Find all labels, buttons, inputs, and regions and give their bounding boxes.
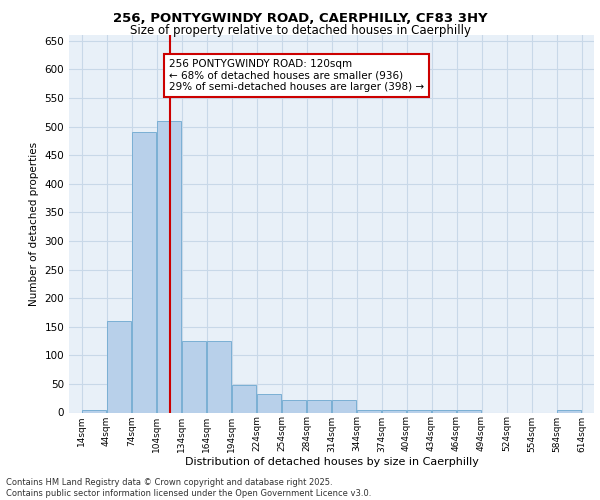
Text: Contains HM Land Registry data © Crown copyright and database right 2025.
Contai: Contains HM Land Registry data © Crown c…	[6, 478, 371, 498]
Bar	[107, 321, 131, 412]
Bar	[307, 400, 331, 412]
Bar	[207, 341, 231, 412]
Bar	[132, 132, 156, 412]
Bar	[257, 394, 281, 412]
Text: Size of property relative to detached houses in Caerphilly: Size of property relative to detached ho…	[130, 24, 470, 37]
Bar	[182, 341, 206, 412]
Bar	[407, 410, 431, 412]
Text: 256, PONTYGWINDY ROAD, CAERPHILLY, CF83 3HY: 256, PONTYGWINDY ROAD, CAERPHILLY, CF83 …	[113, 12, 487, 26]
Bar	[357, 410, 381, 412]
Text: 256 PONTYGWINDY ROAD: 120sqm
← 68% of detached houses are smaller (936)
29% of s: 256 PONTYGWINDY ROAD: 120sqm ← 68% of de…	[169, 59, 424, 92]
Bar	[382, 410, 406, 412]
Y-axis label: Number of detached properties: Number of detached properties	[29, 142, 39, 306]
Bar	[457, 410, 481, 412]
Bar	[557, 410, 581, 412]
Bar	[432, 410, 456, 412]
Bar	[157, 121, 181, 412]
Bar	[82, 410, 106, 412]
Bar	[282, 400, 306, 412]
Bar	[332, 400, 356, 412]
X-axis label: Distribution of detached houses by size in Caerphilly: Distribution of detached houses by size …	[185, 457, 478, 467]
Bar	[232, 385, 256, 412]
